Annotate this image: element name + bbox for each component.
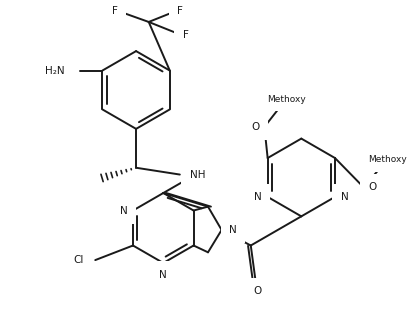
Text: F: F (177, 6, 183, 16)
Text: Methoxy: Methoxy (368, 156, 407, 164)
Text: Methoxy: Methoxy (267, 95, 306, 104)
Text: O: O (368, 182, 377, 192)
Text: N: N (160, 270, 167, 280)
Text: NH: NH (190, 169, 205, 180)
Text: F: F (112, 6, 118, 16)
Text: O: O (251, 122, 259, 132)
Text: N: N (229, 225, 237, 235)
Text: F: F (183, 30, 188, 39)
Text: N: N (254, 192, 262, 202)
Text: N: N (341, 192, 348, 202)
Text: O: O (253, 286, 262, 296)
Text: N: N (120, 205, 128, 216)
Text: H₂N: H₂N (44, 66, 64, 76)
Text: Cl: Cl (73, 255, 84, 265)
